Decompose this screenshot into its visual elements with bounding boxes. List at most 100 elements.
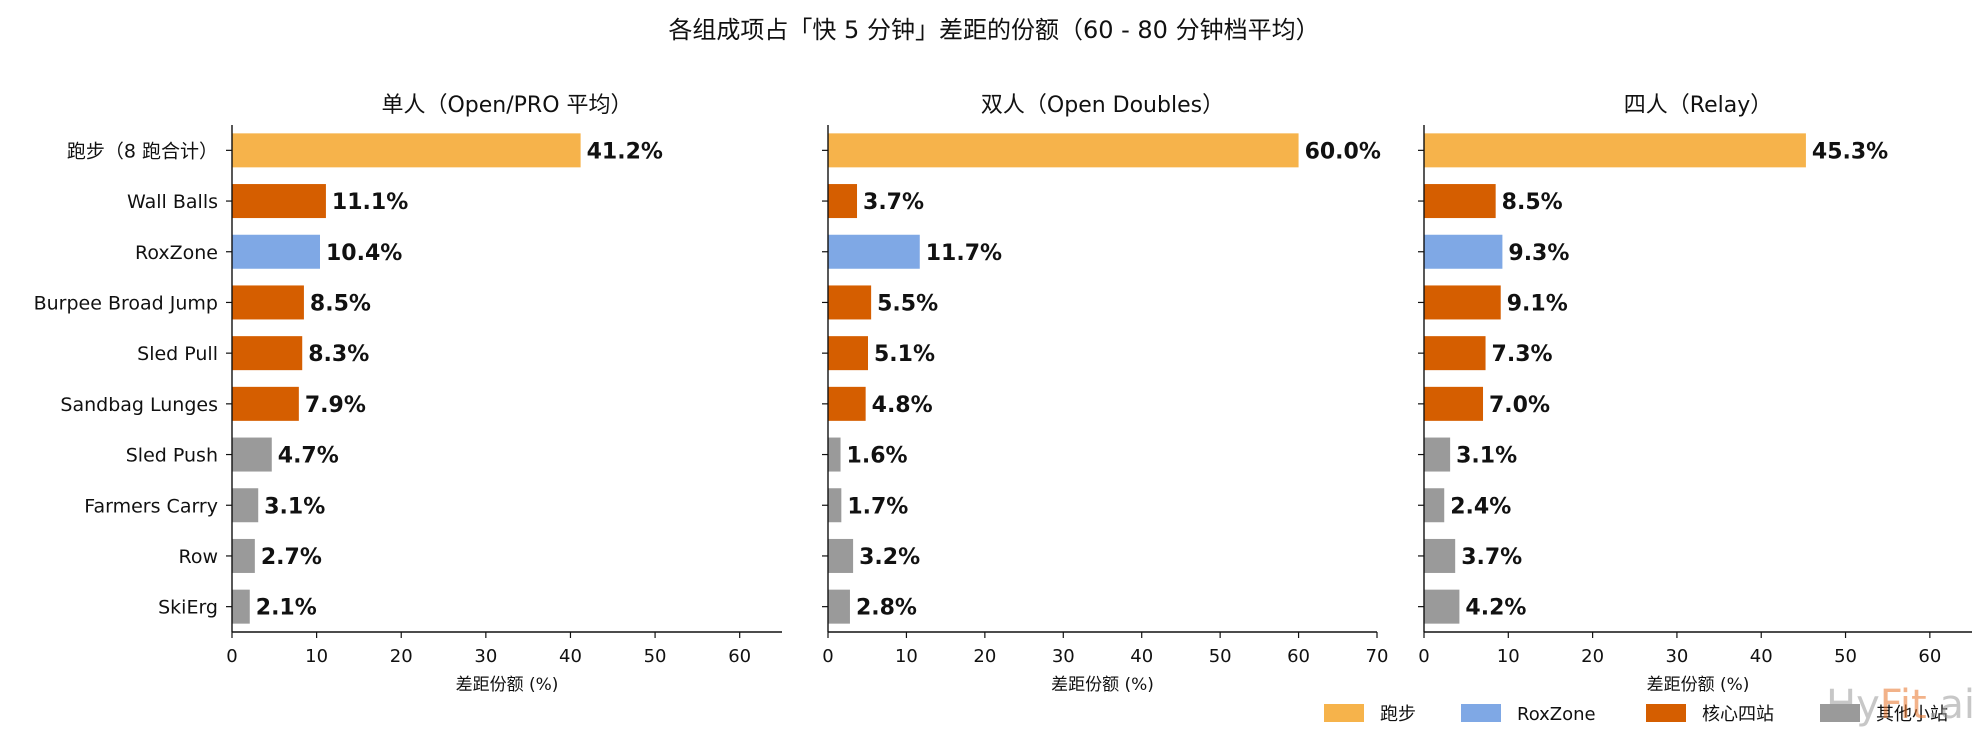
x-tick-label: 60 [1918, 646, 1941, 667]
bar [828, 437, 841, 472]
bar [232, 285, 304, 320]
x-tick-label: 10 [305, 646, 328, 667]
data-label: 4.8% [872, 393, 933, 418]
data-label: 8.5% [310, 291, 371, 316]
bar [828, 589, 850, 624]
legend-swatch [1324, 704, 1364, 722]
legend-item: RoxZone [1461, 704, 1596, 725]
bar [828, 184, 858, 219]
y-tick-label: Sled Pull [137, 343, 218, 365]
bar [232, 234, 320, 269]
bar [828, 336, 868, 371]
chart-panel-2: 双人（Open Doubles） 60.0% 3.7% 11.7% 5.5% 5.1% 4.… [822, 93, 1388, 695]
x-axis-label: 差距份额 (%) [1051, 675, 1154, 695]
legend-item: 其他小站 [1820, 704, 1948, 725]
watermark-logo: HyFit.ai [1826, 682, 1975, 728]
bar [1424, 336, 1486, 371]
bar [1424, 386, 1484, 421]
x-tick-label: 30 [474, 646, 497, 667]
watermark-prefix: Hy [1826, 682, 1880, 728]
data-label: 2.8% [856, 596, 917, 621]
chart-panels: 单人（Open/PRO 平均） 41.2% 跑步（8 跑合计） 11.1% Wall B… [34, 93, 1972, 695]
bar [828, 488, 842, 523]
bar [232, 336, 303, 371]
data-label: 11.1% [332, 190, 408, 215]
x-tick-label: 40 [559, 646, 582, 667]
bar [828, 285, 872, 320]
bar [828, 234, 920, 269]
chart-panel-3: 四人（Relay） 45.3% 8.5% 9.3% 9.1% 7.3% 7.0% 3.1% 2.… [1418, 93, 1972, 695]
data-label: 1.6% [847, 444, 908, 469]
legend-item: 核心四站 [1646, 704, 1774, 725]
bar [1424, 589, 1460, 624]
bar [1424, 437, 1451, 472]
data-label: 3.1% [264, 494, 325, 519]
x-tick-label: 20 [1581, 646, 1604, 667]
x-tick-label: 0 [822, 646, 833, 667]
x-tick-label: 30 [1052, 646, 1075, 667]
y-tick-label: Farmers Carry [84, 495, 218, 517]
y-tick-label: Sandbag Lunges [60, 394, 218, 416]
x-tick-label: 50 [644, 646, 667, 667]
legend-label: 其他小站 [1876, 704, 1948, 725]
chart-panel-1: 单人（Open/PRO 平均） 41.2% 跑步（8 跑合计） 11.1% Wall B… [34, 93, 782, 695]
x-tick-label: 30 [1665, 646, 1688, 667]
legend-swatch [1461, 704, 1501, 722]
data-label: 5.1% [874, 342, 935, 367]
data-label: 3.7% [863, 190, 924, 215]
x-tick-label: 0 [226, 646, 237, 667]
data-label: 2.4% [1450, 494, 1511, 519]
watermark-suffix: .ai [1927, 682, 1975, 728]
x-tick-label: 20 [390, 646, 413, 667]
bar [232, 133, 581, 168]
bar [232, 184, 326, 219]
bar [1424, 234, 1503, 269]
x-axis-label: 差距份额 (%) [1647, 675, 1750, 695]
data-label: 7.9% [305, 393, 366, 418]
chart-legend: 跑步 RoxZone 核心四站 其他小站 [1324, 704, 1948, 725]
y-tick-label: Row [178, 546, 218, 568]
legend-swatch [1820, 704, 1860, 722]
x-axis-label: 差距份额 (%) [456, 675, 559, 695]
data-label: 41.2% [587, 139, 663, 164]
data-label: 4.2% [1465, 596, 1526, 621]
data-label: 8.5% [1502, 190, 1563, 215]
watermark-accent: Fit [1880, 682, 1927, 728]
data-label: 11.7% [926, 241, 1002, 266]
data-label: 4.7% [278, 444, 339, 469]
x-tick-label: 50 [1209, 646, 1232, 667]
legend-label: 核心四站 [1702, 704, 1774, 725]
bar [828, 133, 1299, 168]
data-label: 2.7% [261, 545, 322, 570]
x-tick-label: 0 [1418, 646, 1429, 667]
data-label: 8.3% [308, 342, 369, 367]
y-tick-label: RoxZone [135, 242, 218, 264]
x-tick-label: 50 [1834, 646, 1857, 667]
bar [1424, 488, 1445, 523]
y-tick-label: Wall Balls [127, 191, 218, 213]
bar [1424, 285, 1501, 320]
y-tick-label: Sled Push [126, 445, 218, 467]
bar [828, 538, 854, 573]
panel-title: 双人（Open Doubles） [981, 93, 1224, 118]
data-label: 3.1% [1456, 444, 1517, 469]
bar [1424, 538, 1456, 573]
x-tick-label: 10 [895, 646, 918, 667]
x-tick-label: 20 [973, 646, 996, 667]
data-label: 9.3% [1508, 241, 1569, 266]
data-label: 2.1% [256, 596, 317, 621]
panel-title: 四人（Relay） [1624, 93, 1772, 118]
data-label: 5.5% [877, 291, 938, 316]
bar [232, 386, 299, 421]
x-tick-label: 70 [1366, 646, 1389, 667]
x-tick-label: 40 [1750, 646, 1773, 667]
y-tick-label: SkiErg [158, 597, 218, 619]
bar [828, 386, 866, 421]
bar [232, 538, 255, 573]
data-label: 3.7% [1461, 545, 1522, 570]
legend-label: 跑步 [1380, 704, 1416, 725]
bar [1424, 184, 1496, 219]
data-label: 3.2% [859, 545, 920, 570]
x-tick-label: 10 [1497, 646, 1520, 667]
